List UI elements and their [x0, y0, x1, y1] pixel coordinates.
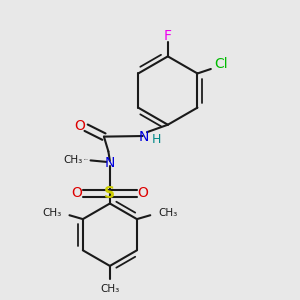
Text: Cl: Cl [214, 57, 227, 71]
Text: O: O [74, 119, 85, 133]
Text: N: N [105, 156, 115, 170]
Text: CH₃: CH₃ [42, 208, 61, 218]
Text: O: O [71, 186, 82, 200]
Text: O: O [138, 186, 148, 200]
Text: F: F [164, 29, 172, 44]
Text: methyl: methyl [84, 159, 88, 160]
Text: H: H [152, 133, 161, 146]
Text: CH₃: CH₃ [63, 155, 82, 165]
Text: S: S [104, 186, 116, 201]
Text: CH₃: CH₃ [159, 208, 178, 218]
Text: N: N [139, 130, 149, 144]
Text: CH₃: CH₃ [100, 284, 119, 294]
